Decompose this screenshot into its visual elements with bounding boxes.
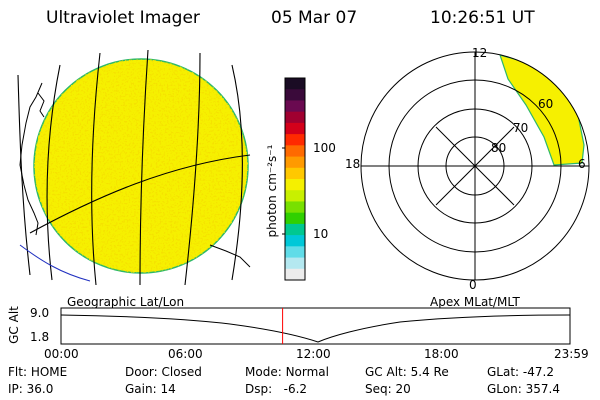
gc-alt-status: GC Alt: 5.4 Re — [365, 365, 449, 379]
glat-key: GLat: — [487, 365, 520, 379]
geo-disk — [33, 58, 249, 274]
colorbar-cell — [285, 134, 305, 146]
timeline-ytick-9: 9.0 — [30, 306, 50, 320]
gain-status: Gain: 14 — [125, 382, 176, 396]
altitude-curve — [60, 314, 571, 343]
mode-value: Normal — [285, 365, 329, 379]
timeline-xtick-0600: 06:00 — [168, 347, 203, 361]
colorbar-cell — [285, 145, 305, 158]
timeline-axis-label: GC Alt — [7, 306, 21, 344]
mlat-label-80: 80 — [491, 141, 507, 155]
geographic-image — [17, 49, 251, 286]
colorbar-cell — [285, 111, 305, 124]
dsp-status: Dsp: -6.2 — [245, 382, 307, 396]
mlat-label-60: 60 — [538, 97, 554, 111]
glat-value: -47.2 — [522, 365, 554, 379]
polar-plot — [360, 51, 590, 281]
colorbar-cell — [285, 78, 305, 90]
colorbar-cell — [285, 212, 305, 225]
flt-status: Flt: HOME — [8, 365, 67, 379]
colorbar — [282, 77, 306, 281]
flt-value: HOME — [30, 365, 68, 379]
ip-status: IP: 36.0 — [8, 382, 53, 396]
polar-grid — [360, 51, 590, 281]
colorbar-frame — [284, 77, 306, 281]
mlt-label-0: 0 — [469, 278, 477, 292]
door-value: Closed — [161, 365, 202, 379]
door-status: Door: Closed — [125, 365, 202, 379]
coastline — [19, 82, 251, 268]
timeline-xtick-1800: 18:00 — [424, 347, 459, 361]
seq-status: Seq: 20 — [365, 382, 411, 396]
geo-speckle — [34, 59, 248, 273]
mlt-label-18: 18 — [345, 157, 361, 171]
timeline-xtick-2359: 23:59 — [554, 347, 589, 361]
colorbar-cell — [285, 257, 305, 270]
mode-status: Mode: Normal — [245, 365, 329, 379]
colorbar-cell — [285, 201, 305, 214]
colorbar-cell — [285, 122, 305, 135]
dsp-key: Dsp: — [245, 382, 273, 396]
gain-value: 14 — [160, 382, 176, 396]
colorbar-tick-label-10: 10 — [313, 227, 329, 241]
ip-key: IP: — [8, 382, 23, 396]
timeline-xtick-1200: 12:00 — [296, 347, 331, 361]
glon-key: GLon: — [487, 382, 522, 396]
mlt-label-6: 6 — [578, 157, 586, 171]
date-label: 05 Mar 07 — [271, 8, 358, 28]
colorbar-cell — [285, 156, 305, 169]
colorbar-cell — [285, 179, 305, 191]
timeline-ytick-1-8: 1.8 — [30, 330, 50, 344]
colorbar-cell — [285, 223, 305, 236]
time-label: 10:26:51 UT — [430, 8, 535, 28]
geo-blue-line — [19, 244, 91, 282]
colorbar-cell — [285, 246, 305, 259]
seq-value: 20 — [395, 382, 411, 396]
glon-value: 357.4 — [525, 382, 560, 396]
ip-value: 36.0 — [26, 382, 54, 396]
glat-status: GLat: -47.2 — [487, 365, 554, 379]
mode-key: Mode: — [245, 365, 282, 379]
colorbar-unit-label: photon cm⁻²s⁻¹ — [265, 144, 279, 238]
colorbar-cell — [285, 100, 305, 113]
dsp-value: -6.2 — [275, 382, 308, 396]
flt-key: Flt: — [8, 365, 27, 379]
glon-status: GLon: 357.4 — [487, 382, 560, 396]
instrument-title: Ultraviolet Imager — [46, 8, 200, 28]
colorbar-cell — [285, 190, 305, 203]
colorbar-cell — [285, 235, 305, 247]
gc-alt-value: 5.4 Re — [410, 365, 449, 379]
gc-alt-key: GC Alt: — [365, 365, 407, 379]
seq-key: Seq: — [365, 382, 392, 396]
colorbar-cell — [285, 167, 305, 180]
door-key: Door: — [125, 365, 158, 379]
colorbar-cell — [285, 268, 305, 281]
gain-key: Gain: — [125, 382, 157, 396]
timeline-xtick-0000: 00:00 — [44, 347, 79, 361]
geo-view-label: Geographic Lat/Lon — [67, 295, 185, 309]
mlt-label-12: 12 — [472, 46, 488, 60]
colorbar-cell — [285, 89, 305, 102]
colorbar-tick-label-100: 100 — [313, 141, 336, 155]
polar-view-label: Apex MLat/MLT — [430, 295, 520, 309]
mlat-label-70: 70 — [513, 121, 529, 135]
timeline-plot — [60, 307, 571, 345]
timeline-frame — [60, 307, 571, 345]
